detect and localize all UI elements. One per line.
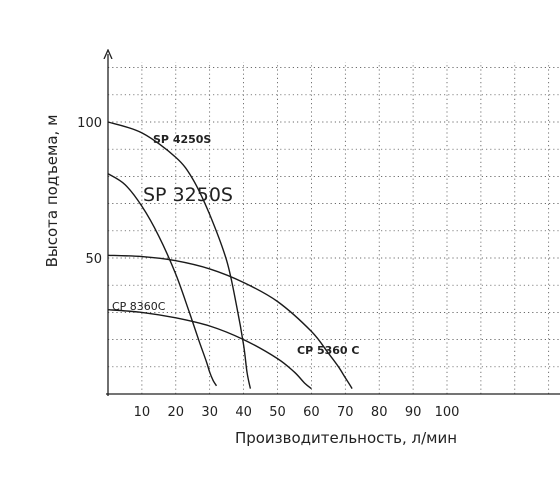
y-tick-label: 50 — [85, 252, 102, 267]
series-label-cp-8360c: CP 8360C — [112, 300, 166, 313]
x-tick-label: 90 — [405, 405, 422, 420]
x-tick-label: 50 — [269, 405, 286, 420]
series-label-sp-4250s: SP 4250S — [153, 133, 211, 146]
series-line-sp-4250s — [107, 121, 252, 389]
series-line-cp-5360-c — [107, 254, 353, 389]
series-label-sp-3250s: SP 3250S — [143, 184, 233, 206]
x-tick-label: 40 — [235, 405, 252, 420]
x-tick-label: 20 — [168, 405, 185, 420]
x-tick-label: 80 — [371, 405, 388, 420]
series-line-cp-8360c — [107, 309, 312, 390]
series-line-sp-3250s — [107, 173, 218, 387]
x-tick-label: 100 — [435, 405, 460, 420]
x-axis-title: Производительность, л/мин — [235, 429, 457, 447]
y-axis-title: Высота подъема, м — [43, 115, 61, 268]
grid-lines — [108, 62, 560, 394]
series-group — [107, 121, 353, 390]
series-label-cp-5360-c: CP 5360 C — [297, 344, 359, 357]
x-tick-label: 60 — [303, 405, 320, 420]
series-labels: SP 4250S SP 3250S CP 5360 C CP 8360C — [112, 133, 359, 357]
x-tick-label: 70 — [337, 405, 354, 420]
axes — [106, 54, 560, 396]
tick-labels: 10 20 30 40 50 60 70 80 90 100 50 100 — [77, 116, 459, 420]
x-tick-label: 30 — [201, 405, 218, 420]
y-tick-label: 100 — [77, 116, 102, 131]
x-tick-label: 10 — [134, 405, 151, 420]
